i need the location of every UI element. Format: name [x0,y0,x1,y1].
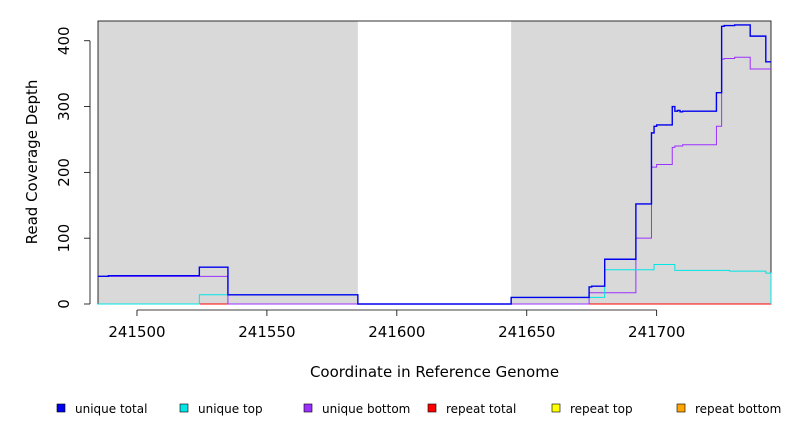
legend-item-unique-bottom: unique bottom [303,402,410,416]
legend-item-unique-total: unique total [56,402,147,416]
y-tick-label: 200 [55,158,73,187]
legend-swatch [427,403,437,413]
legend-item-repeat-top: repeat top [551,402,633,416]
legend-swatch [179,403,189,413]
legend-label: repeat bottom [695,402,781,416]
y-tick-label: 300 [55,92,73,121]
x-tick-label: 241550 [238,323,295,341]
shaded-region-2 [511,21,771,304]
axes: 241500 241550 241600 241650 241700 0 100 200 300… [55,26,685,341]
legend-label: unique top [198,402,263,416]
x-tick-label: 241500 [108,323,165,341]
y-axis-label: Read Coverage Depth [23,80,41,245]
y-tick-label: 100 [55,224,73,253]
series-lines [98,24,772,305]
legend-label: unique bottom [322,402,410,416]
y-tick-label: 0 [55,299,73,309]
legend-swatch [303,403,313,413]
legend-item-repeat-bottom: repeat bottom [676,402,781,416]
legend-label: repeat total [446,402,516,416]
x-tick-label: 241650 [498,323,555,341]
legend-swatch [676,403,686,413]
shaded-regions [98,21,771,304]
x-tick-label: 241700 [628,323,685,341]
legend-swatch [551,403,561,413]
series-line-unique-bottom [98,56,771,305]
legend-item-unique-top: unique top [179,402,263,416]
x-axis-label: Coordinate in Reference Genome [310,363,559,381]
legend-label: repeat top [570,402,633,416]
legend: unique total unique top unique bottom repea… [56,402,781,416]
shaded-region-1 [98,21,358,304]
legend-swatch [56,403,66,413]
x-tick-label: 241600 [368,323,425,341]
y-tick-label: 400 [55,26,73,55]
legend-label: unique total [75,402,147,416]
series-line-unique-total [98,24,771,305]
legend-item-repeat-total: repeat total [427,402,516,416]
